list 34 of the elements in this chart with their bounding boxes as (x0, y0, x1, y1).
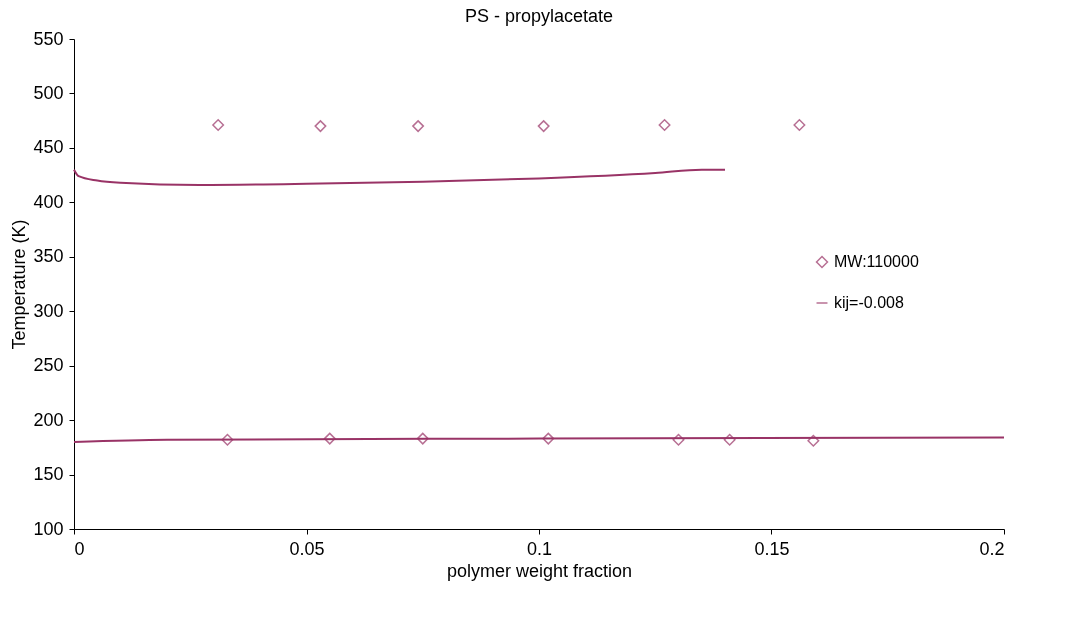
y-tick-label: 400 (33, 191, 64, 212)
y-tick-label: 300 (33, 300, 64, 321)
y-axis-title: Temperature (K) (9, 219, 30, 350)
legend-label: MW:110000 (834, 253, 919, 270)
point (537, 120, 550, 133)
y-tick-label: 200 (33, 409, 64, 430)
legend-label: kij=-0.008 (834, 294, 904, 311)
x-tick-label: 0 (74, 538, 85, 559)
point (412, 120, 425, 133)
point (212, 119, 225, 132)
y-tick-label: 550 (33, 28, 64, 49)
y-tick-label: 250 (33, 355, 64, 376)
point (672, 433, 685, 446)
point (314, 120, 327, 133)
point (793, 119, 806, 132)
point (807, 434, 820, 447)
point (542, 432, 555, 445)
x-tick-label: 0.15 (754, 538, 790, 559)
y-tick-label: 500 (33, 82, 64, 103)
x-axis-title: polymer weight fraction (446, 560, 633, 581)
x-tick-label: 0.05 (289, 538, 325, 559)
point (323, 432, 336, 445)
point (221, 433, 234, 446)
line-series (73, 168, 726, 186)
point (416, 432, 429, 445)
point (658, 119, 671, 132)
point (723, 433, 736, 446)
chart-title: PS - propylacetate (464, 6, 614, 26)
y-tick-label: 100 (33, 518, 64, 539)
y-tick-label: 150 (33, 464, 64, 485)
y-tick-label: 350 (33, 246, 64, 267)
x-tick-label: 0.1 (526, 538, 553, 559)
x-tick-label: 0.2 (979, 538, 1005, 559)
y-tick-label: 450 (33, 137, 64, 158)
